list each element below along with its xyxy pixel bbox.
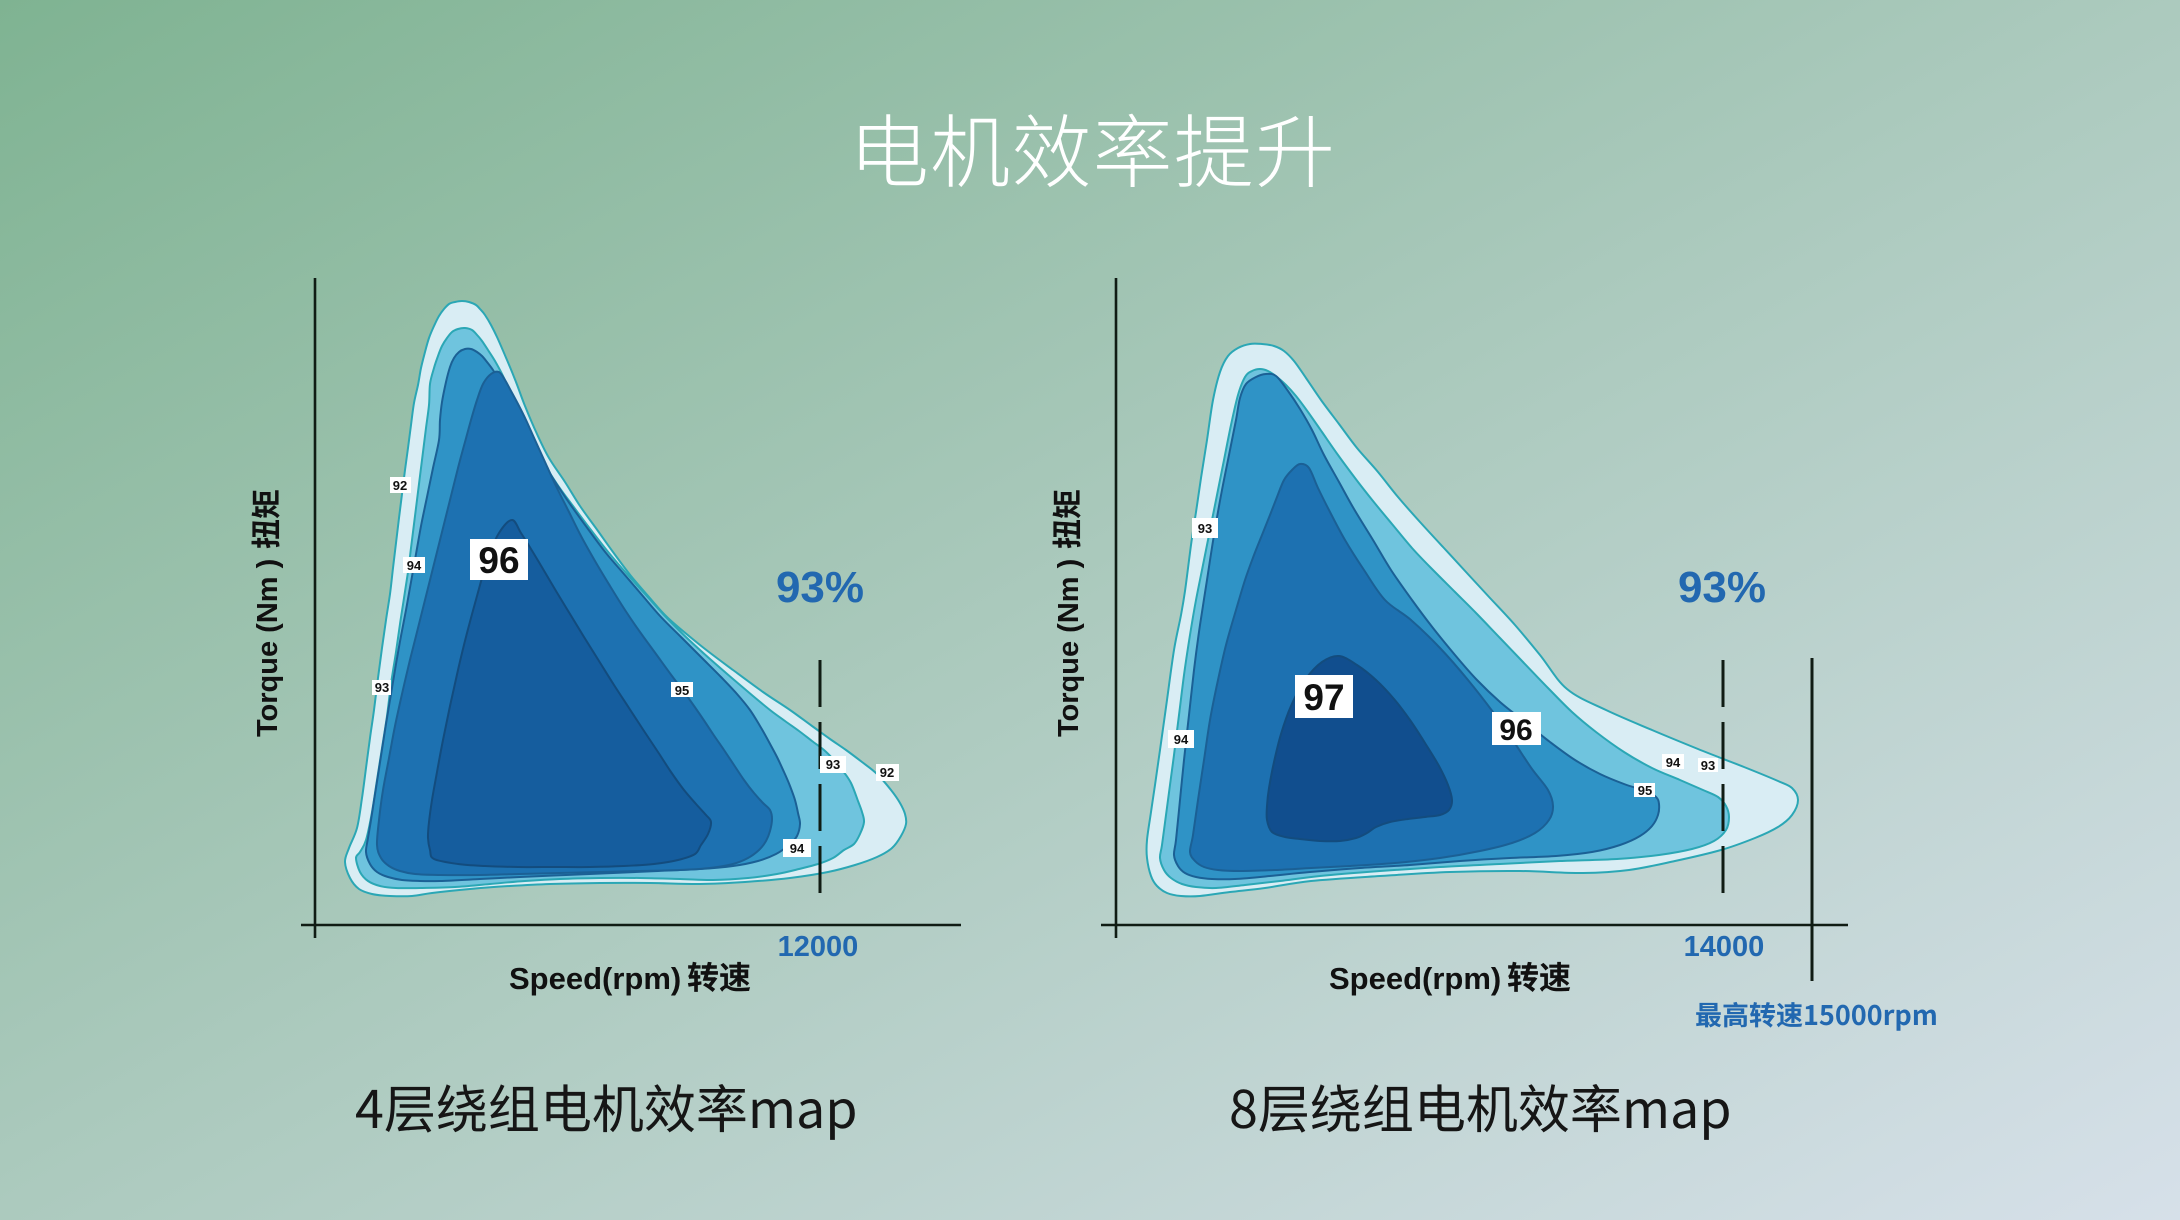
svg-text:Speed(rpm): Speed(rpm) <box>1329 961 1501 996</box>
svg-text:96: 96 <box>1499 714 1532 747</box>
svg-text:Torque (Nm ): Torque (Nm ) <box>1053 551 1085 737</box>
svg-text:93%: 93% <box>1678 563 1766 612</box>
svg-text:14000: 14000 <box>1684 931 1765 963</box>
svg-text:93: 93 <box>1198 521 1212 536</box>
svg-text:93: 93 <box>375 680 389 695</box>
svg-text:97: 97 <box>1303 677 1344 718</box>
svg-text:12000: 12000 <box>778 931 859 963</box>
svg-text:93: 93 <box>1701 758 1715 773</box>
svg-text:Torque (Nm ): Torque (Nm ) <box>252 551 284 737</box>
svg-text:94: 94 <box>1174 732 1189 747</box>
svg-text:94: 94 <box>1666 755 1681 770</box>
svg-text:94: 94 <box>790 841 805 856</box>
svg-text:93%: 93% <box>776 563 864 612</box>
svg-text:96: 96 <box>478 540 519 581</box>
svg-text:92: 92 <box>880 765 894 780</box>
svg-text:94: 94 <box>407 558 422 573</box>
svg-text:Speed(rpm): Speed(rpm) <box>509 961 681 996</box>
svg-text:95: 95 <box>675 683 689 698</box>
svg-text:93: 93 <box>826 757 840 772</box>
svg-text:92: 92 <box>393 478 407 493</box>
svg-text:95: 95 <box>1638 783 1652 798</box>
